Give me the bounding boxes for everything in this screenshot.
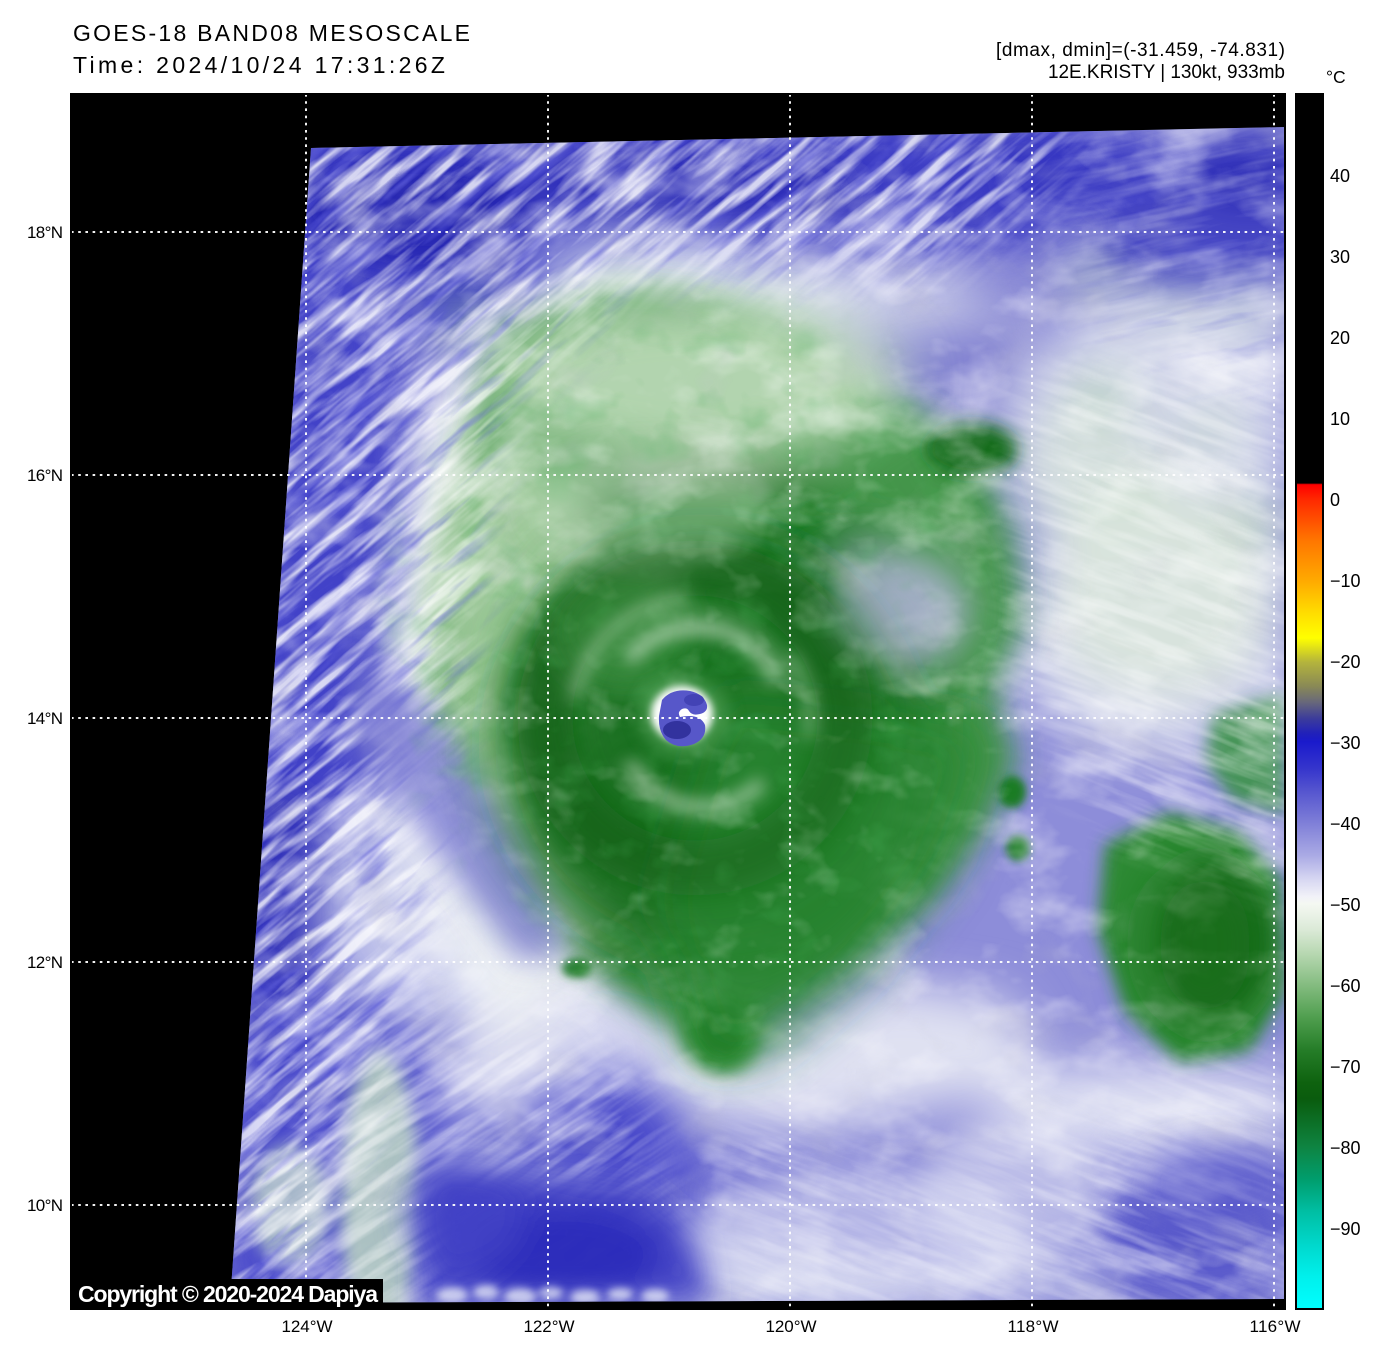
svg-text:−50: −50 — [1330, 895, 1361, 915]
svg-text:Copyright © 2020-2024 Dapiya: Copyright © 2020-2024 Dapiya — [78, 1281, 378, 1307]
svg-text:−90: −90 — [1330, 1219, 1361, 1239]
svg-text:116°W: 116°W — [1250, 1317, 1301, 1336]
svg-text:12E.KRISTY | 130kt, 933mb: 12E.KRISTY | 130kt, 933mb — [1048, 62, 1285, 83]
svg-text:40: 40 — [1330, 166, 1350, 186]
svg-text:12°N: 12°N — [27, 953, 63, 972]
svg-text:10: 10 — [1330, 409, 1350, 429]
svg-text:14°N: 14°N — [27, 709, 63, 728]
svg-text:−80: −80 — [1330, 1138, 1361, 1158]
svg-text:Time: 2024/10/24 17:31:26Z: Time: 2024/10/24 17:31:26Z — [73, 52, 445, 78]
svg-text:−30: −30 — [1330, 733, 1361, 753]
svg-text:[dmax, dmin]=(-31.459, -74.831: [dmax, dmin]=(-31.459, -74.831) — [996, 40, 1285, 61]
svg-text:118°W: 118°W — [1008, 1317, 1059, 1336]
svg-text:−10: −10 — [1330, 571, 1361, 591]
svg-text:°C: °C — [1326, 67, 1346, 87]
svg-text:−20: −20 — [1330, 652, 1361, 672]
svg-text:−40: −40 — [1330, 814, 1361, 834]
svg-text:120°W: 120°W — [766, 1317, 817, 1336]
svg-text:30: 30 — [1330, 247, 1350, 267]
svg-text:10°N: 10°N — [27, 1196, 63, 1215]
svg-text:122°W: 122°W — [524, 1317, 575, 1336]
svg-text:−70: −70 — [1330, 1057, 1361, 1077]
svg-text:124°W: 124°W — [282, 1317, 333, 1336]
svg-text:16°N: 16°N — [27, 466, 63, 485]
svg-text:18°N: 18°N — [27, 223, 63, 242]
svg-text:0: 0 — [1330, 490, 1340, 510]
svg-text:GOES-18 BAND08 MESOSCALE: GOES-18 BAND08 MESOSCALE — [73, 20, 470, 46]
svg-text:20: 20 — [1330, 328, 1350, 348]
svg-text:−60: −60 — [1330, 976, 1361, 996]
